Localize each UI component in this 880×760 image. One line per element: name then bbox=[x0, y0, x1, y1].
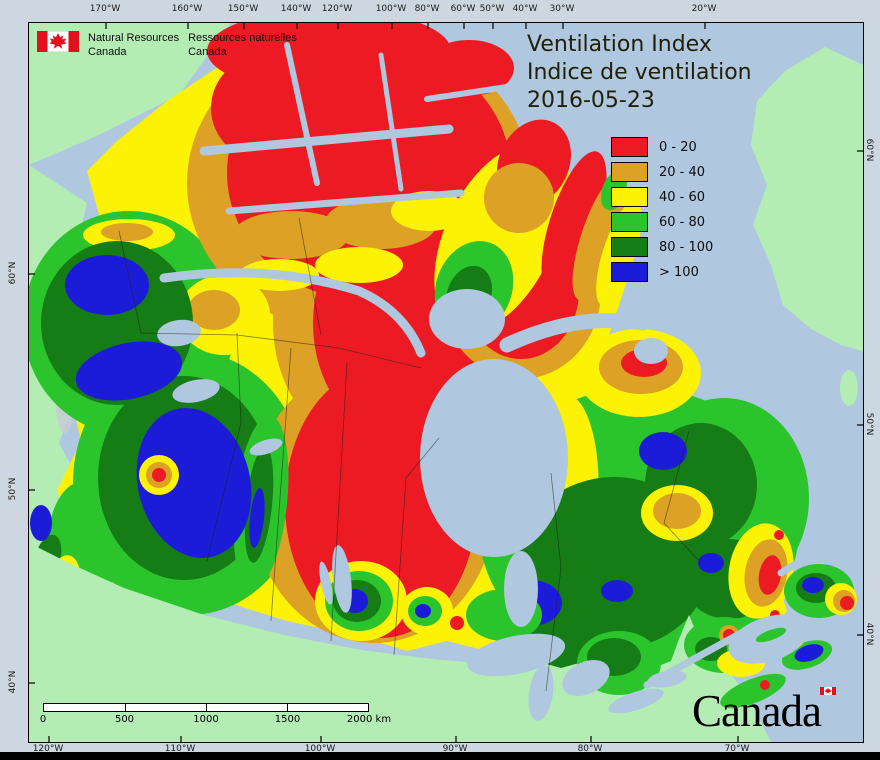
latitude-label: 50°N bbox=[864, 412, 874, 436]
legend-swatch bbox=[611, 137, 648, 157]
longitude-label: 120°W bbox=[321, 4, 353, 14]
longitude-label: 90°W bbox=[442, 744, 468, 754]
latitude-label: 40°N bbox=[864, 622, 874, 646]
canada-flag-icon bbox=[37, 31, 79, 52]
scale-bar-labels: 0 500 1000 1500 2000 km bbox=[39, 714, 391, 726]
legend-label: 40 - 60 bbox=[659, 189, 706, 205]
legend-row: 60 - 80 bbox=[611, 212, 713, 232]
legend-swatch bbox=[611, 187, 648, 207]
canada-wordmark: Canada bbox=[692, 681, 863, 741]
longitude-label: 100°W bbox=[304, 744, 336, 754]
map-canvas: Natural Resources Canada Ressources natu… bbox=[28, 22, 864, 743]
latitude-label: 40°N bbox=[8, 670, 18, 694]
title-en: Ventilation Index bbox=[527, 32, 712, 57]
graticule-ticks bbox=[29, 23, 863, 742]
agency-name-en: Natural Resources Canada bbox=[88, 32, 180, 58]
scale-tick-label: 2000 km bbox=[346, 714, 392, 725]
longitude-label: 140°W bbox=[280, 4, 312, 14]
longitude-label: 120°W bbox=[32, 744, 64, 754]
province-borders bbox=[118, 217, 702, 692]
scale-tick-label: 1000 bbox=[193, 714, 219, 725]
latitude-label: 50°N bbox=[8, 477, 18, 501]
wordmark-flag-icon bbox=[820, 687, 836, 695]
legend-row: > 100 bbox=[611, 262, 713, 282]
longitude-label: 110°W bbox=[164, 744, 196, 754]
scale-tick-label: 500 bbox=[114, 714, 135, 725]
latitude-label: 60°N bbox=[864, 138, 874, 162]
agency-name-fr: Ressources naturelles Canada bbox=[188, 32, 297, 58]
scale-bar: 0 500 1000 1500 2000 km bbox=[39, 703, 391, 726]
title-fr: Indice de ventilation bbox=[527, 60, 752, 85]
longitude-label: 170°W bbox=[89, 4, 121, 14]
wordmark-text: Canada bbox=[692, 686, 822, 736]
legend-row: 20 - 40 bbox=[611, 162, 713, 182]
legend-label: 0 - 20 bbox=[659, 139, 697, 155]
legend-label: 80 - 100 bbox=[659, 239, 714, 255]
longitude-label: 80°W bbox=[414, 4, 440, 14]
map-title: Ventilation Index Indice de ventilation … bbox=[527, 31, 752, 115]
legend-swatch bbox=[611, 212, 648, 232]
longitude-label: 160°W bbox=[171, 4, 203, 14]
legend-row: 80 - 100 bbox=[611, 237, 713, 257]
agency-signature: Natural Resources Canada Ressources natu… bbox=[37, 31, 297, 59]
longitude-label: 50°W bbox=[479, 4, 505, 14]
longitude-label: 80°W bbox=[577, 744, 603, 754]
scale-tick-label: 0 bbox=[39, 714, 47, 725]
latitude-label: 60°N bbox=[8, 261, 18, 285]
longitude-label: 150°W bbox=[227, 4, 259, 14]
longitude-label: 70°W bbox=[724, 744, 750, 754]
legend-swatch bbox=[611, 262, 648, 282]
longitude-label: 20°W bbox=[691, 4, 717, 14]
map-date: 2016-05-23 bbox=[527, 88, 655, 113]
canada-ventilation-map bbox=[29, 23, 863, 742]
legend: 0 - 20 20 - 40 40 - 60 60 - 80 80 - 100 … bbox=[611, 137, 713, 287]
longitude-label: 40°W bbox=[512, 4, 538, 14]
scale-tick-label: 1500 bbox=[274, 714, 301, 725]
longitude-label: 30°W bbox=[549, 4, 575, 14]
legend-row: 40 - 60 bbox=[611, 187, 713, 207]
legend-swatch bbox=[611, 237, 648, 257]
scale-bar-rule bbox=[43, 703, 369, 712]
longitude-label: 100°W bbox=[375, 4, 407, 14]
legend-row: 0 - 20 bbox=[611, 137, 713, 157]
bottom-bar bbox=[0, 752, 880, 760]
legend-label: 20 - 40 bbox=[659, 164, 706, 180]
legend-label: 60 - 80 bbox=[659, 214, 706, 230]
legend-swatch bbox=[611, 162, 648, 182]
longitude-label: 60°W bbox=[450, 4, 476, 14]
legend-label: > 100 bbox=[659, 264, 699, 280]
